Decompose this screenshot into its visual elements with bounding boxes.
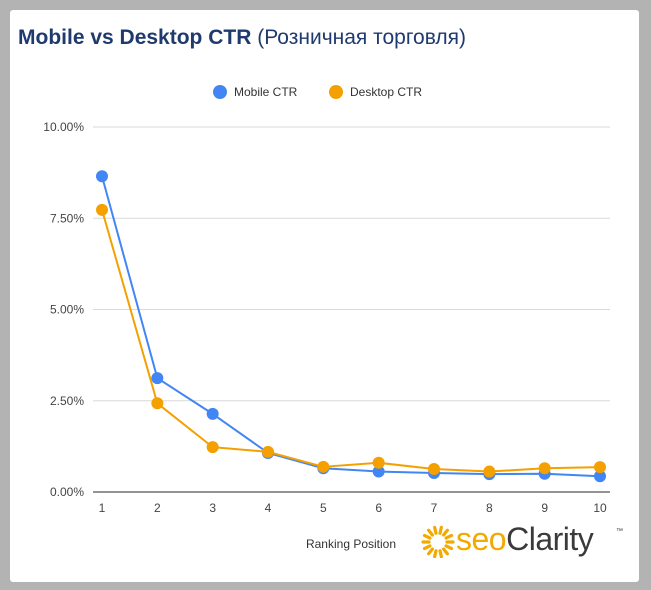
sun-ray	[422, 533, 432, 540]
x-tick-label: 7	[431, 501, 438, 515]
data-point	[372, 456, 385, 469]
y-tick-label: 7.50%	[50, 211, 84, 225]
x-tick-label: 10	[593, 501, 607, 515]
legend-label: Desktop CTR	[350, 85, 422, 99]
data-point	[151, 372, 164, 385]
x-tick-label: 8	[486, 501, 493, 515]
chart-title-sub: (Розничная торговля)	[257, 26, 467, 49]
chart-title-main: Mobile vs Desktop CTR	[18, 26, 252, 49]
data-point	[206, 441, 219, 454]
x-tick-label: 2	[154, 501, 161, 515]
legend-marker	[329, 85, 343, 99]
data-point	[428, 463, 440, 476]
logo-clarity-text: Clarity	[506, 521, 594, 557]
chart-card	[10, 10, 639, 582]
y-tick-label: 5.00%	[50, 303, 84, 317]
sun-ray	[427, 547, 434, 556]
data-point	[317, 460, 330, 473]
sun-ray	[438, 525, 443, 535]
sun-ray	[444, 533, 454, 540]
data-point	[96, 203, 108, 216]
sun-ray	[427, 528, 434, 537]
y-tick-label: 10.00%	[43, 120, 84, 134]
logo-trademark: ™	[616, 528, 623, 535]
data-point	[483, 465, 496, 478]
data-point	[262, 445, 274, 458]
legend-marker	[213, 85, 227, 99]
x-tick-label: 3	[209, 501, 216, 515]
data-point	[96, 170, 108, 183]
sun-ray	[444, 544, 454, 551]
y-tick-label: 0.00%	[50, 485, 84, 499]
sun-ray	[433, 525, 438, 535]
data-point	[594, 470, 606, 483]
data-point	[151, 397, 164, 410]
series-line	[101, 176, 601, 478]
data-point	[206, 407, 219, 420]
sun-ray	[422, 544, 432, 551]
x-tick-label: 4	[265, 501, 272, 515]
series-line	[101, 209, 601, 473]
sun-ray	[442, 547, 449, 556]
x-tick-label: 6	[375, 501, 382, 515]
sun-ray	[442, 528, 449, 537]
x-tick-label: 5	[320, 501, 327, 515]
legend-label: Mobile CTR	[234, 85, 298, 99]
data-point	[538, 462, 551, 475]
sun-ray	[433, 549, 438, 558]
data-point	[372, 465, 385, 478]
x-axis-title: Ranking Position	[306, 537, 396, 551]
chart-title: Mobile vs Desktop CTR (Розничная торговл…	[18, 26, 466, 50]
y-tick-label: 2.50%	[50, 394, 84, 408]
sun-icon	[421, 525, 455, 558]
logo-seo-text: seo	[456, 521, 507, 557]
sun-ray	[438, 549, 443, 558]
seoclarity-logo: seoClarity ™	[420, 518, 630, 568]
x-tick-label: 9	[541, 501, 548, 515]
data-point	[594, 461, 606, 474]
x-tick-label: 1	[99, 501, 106, 515]
